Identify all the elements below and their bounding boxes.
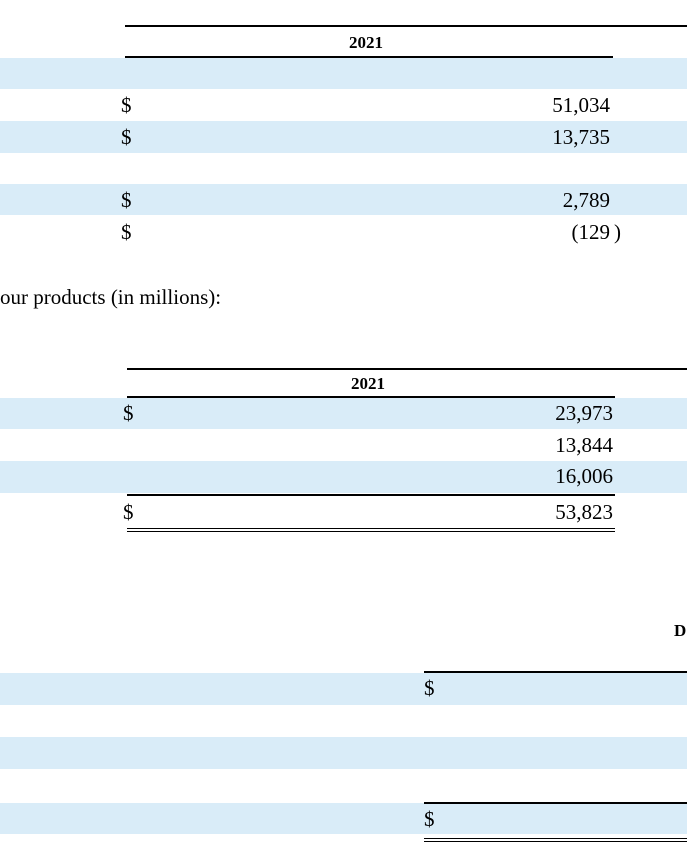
table2-row-1-currency: $: [123, 401, 134, 425]
table2-row-3-value: 16,006: [555, 464, 613, 488]
table2-total-value: 53,823: [555, 500, 613, 524]
table3-header-fragment: D: [674, 621, 687, 640]
table3-band-1: [0, 673, 687, 705]
table2-band-1: [0, 398, 687, 429]
table1-row-4-close-paren: ): [614, 220, 621, 244]
table2-year-header: 2021: [351, 374, 385, 393]
table1-band-2: [0, 121, 687, 153]
table2-row-1-value: 23,973: [555, 401, 613, 425]
table1-row-2-value: 13,735: [552, 125, 610, 149]
table1-top-rule: [125, 25, 687, 27]
table1-row-3-value: 2,789: [562, 188, 610, 212]
table3-total-rule: [424, 802, 687, 804]
table2-header-rule: [127, 396, 615, 398]
table3-top-rule: [424, 671, 687, 673]
table1-band-1: [0, 58, 687, 89]
table1-row-1-value: 51,034: [552, 93, 610, 117]
table1-year-header: 2021: [349, 33, 383, 52]
table3-row-1-currency: $: [424, 676, 435, 700]
table2-band-2: [0, 461, 687, 493]
table2-total-currency: $: [123, 500, 134, 524]
table2-top-rule: [127, 368, 687, 370]
table1-row-1-currency: $: [121, 93, 132, 117]
table1-band-3: [0, 184, 687, 215]
table1-header-rule: [125, 56, 613, 58]
table3-total-double-underline: [424, 838, 687, 842]
table1-row-4-currency: $: [121, 220, 132, 244]
table2-row-2-value: 13,844: [555, 433, 613, 457]
table2-total-double-underline: [127, 528, 615, 532]
table2-total-rule: [127, 494, 615, 496]
table1-row-3-currency: $: [121, 188, 132, 212]
table1-row-2-currency: $: [121, 125, 132, 149]
section-intro-text: our products (in millions):: [0, 285, 222, 309]
table3-band-2: [0, 737, 687, 769]
table3-total-currency: $: [424, 807, 435, 831]
table1-row-4-value: (129: [571, 220, 611, 244]
table3-band-3: [0, 803, 687, 834]
